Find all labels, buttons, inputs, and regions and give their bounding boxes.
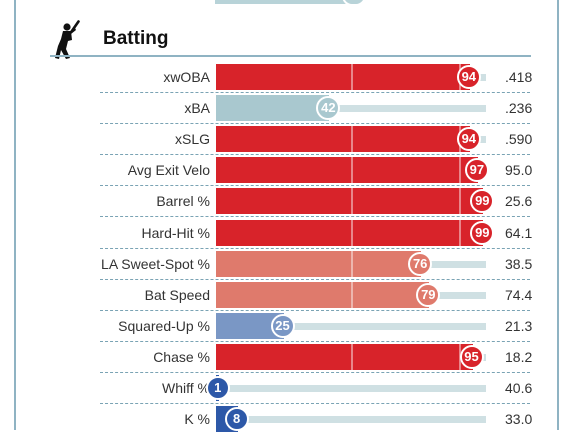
metric-row: xSLG 94 .590 <box>0 124 576 156</box>
percentile-circle: 25 <box>270 313 295 338</box>
metric-label: LA Sweet-Spot % <box>101 255 210 272</box>
metric-value: 74.4 <box>505 286 533 303</box>
percentile-divider <box>351 219 353 246</box>
percentile-circle: 99 <box>470 189 495 214</box>
row-separator <box>100 185 530 187</box>
metric-row: Hard-Hit % 99 64.1 <box>0 218 576 249</box>
metric-row: xwOBA 94 .418 <box>0 62 576 93</box>
metric-value: 25.6 <box>505 193 533 210</box>
row-separator <box>100 247 530 249</box>
frame-right-border <box>557 0 559 430</box>
metric-label: Barrel % <box>156 193 210 210</box>
previous-section-marker <box>342 0 366 6</box>
metric-value: .590 <box>505 131 533 148</box>
header-rule <box>50 55 531 57</box>
previous-section-bar <box>215 0 355 4</box>
percentile-divider <box>351 343 353 370</box>
metric-value: 21.3 <box>505 317 533 334</box>
percentile-track <box>216 105 486 113</box>
percentile-circle: 8 <box>224 407 249 432</box>
metric-label: Bat Speed <box>144 286 210 303</box>
metric-value: 18.2 <box>505 348 533 365</box>
percentile-track <box>216 322 486 330</box>
metric-label: Chase % <box>153 348 210 365</box>
percentile-bar <box>216 219 484 246</box>
percentile-circle: 95 <box>459 344 484 369</box>
percentile-divider <box>459 219 461 246</box>
percentile-divider <box>351 157 353 184</box>
metric-label: Hard-Hit % <box>141 224 210 241</box>
metric-value: 95.0 <box>505 162 533 179</box>
frame-left-border <box>14 0 16 430</box>
metric-label: xBA <box>184 100 210 117</box>
percentile-track <box>216 416 486 424</box>
metric-label: xwOBA <box>163 69 210 85</box>
percentile-circle: 94 <box>456 127 481 152</box>
metric-label: Squared-Up % <box>118 317 210 334</box>
section-title: Batting <box>103 28 169 49</box>
row-separator <box>100 371 530 373</box>
percentile-circle: 99 <box>470 220 495 245</box>
percentile-bar <box>216 95 330 122</box>
metric-label: Whiff % <box>162 380 210 396</box>
metric-value: 33.0 <box>505 411 533 428</box>
metric-label: Avg Exit Velo <box>127 162 210 179</box>
metric-row: Avg Exit Velo 97 95.0 <box>0 155 576 187</box>
row-separator <box>100 92 530 93</box>
percentile-divider <box>351 250 353 277</box>
percentile-circle: 76 <box>408 251 433 276</box>
percentile-bar <box>216 157 478 184</box>
row-separator <box>100 123 530 125</box>
metric-value: .418 <box>505 69 533 85</box>
metric-value: 40.6 <box>505 380 533 396</box>
percentile-circle: 79 <box>416 282 441 307</box>
metric-row: LA Sweet-Spot % 76 38.5 <box>0 249 576 280</box>
metric-row: Whiff % 1 40.6 <box>0 373 576 404</box>
row-separator <box>100 216 530 218</box>
row-separator <box>100 403 530 404</box>
percentile-divider <box>459 157 461 184</box>
metric-value: 64.1 <box>505 224 533 241</box>
percentile-divider <box>351 188 353 215</box>
percentile-divider <box>459 188 461 215</box>
metric-row: K % 8 33.0 <box>0 404 576 435</box>
metric-row: xBA 42 .236 <box>0 93 576 125</box>
percentile-divider <box>351 126 353 153</box>
metric-value: .236 <box>505 100 533 117</box>
percentile-circle: 1 <box>205 376 230 400</box>
metric-row: Squared-Up % 25 21.3 <box>0 311 576 342</box>
percentile-bar <box>216 188 484 215</box>
percentile-bar <box>216 64 470 90</box>
percentile-bar <box>216 343 473 370</box>
metric-row: Bat Speed 79 74.4 <box>0 280 576 311</box>
batter-icon <box>55 20 80 59</box>
percentile-circle: 97 <box>464 158 489 183</box>
percentile-bar <box>216 250 422 277</box>
percentile-divider <box>351 64 353 90</box>
metric-row: Barrel % 99 25.6 <box>0 186 576 218</box>
percentile-circle: 42 <box>316 96 341 121</box>
metric-label: xSLG <box>174 131 210 148</box>
metric-value: 38.5 <box>505 255 533 272</box>
row-separator <box>100 278 530 280</box>
percentile-bar <box>216 281 430 308</box>
percentile-bar <box>216 126 470 153</box>
percentile-divider <box>351 281 353 308</box>
row-separator <box>100 340 530 342</box>
metric-label: K % <box>184 411 210 428</box>
percentile-track <box>216 385 486 392</box>
row-separator <box>100 309 530 311</box>
metric-row: Chase % 95 18.2 <box>0 342 576 373</box>
row-separator <box>100 154 530 156</box>
percentile-circle: 94 <box>456 65 481 89</box>
